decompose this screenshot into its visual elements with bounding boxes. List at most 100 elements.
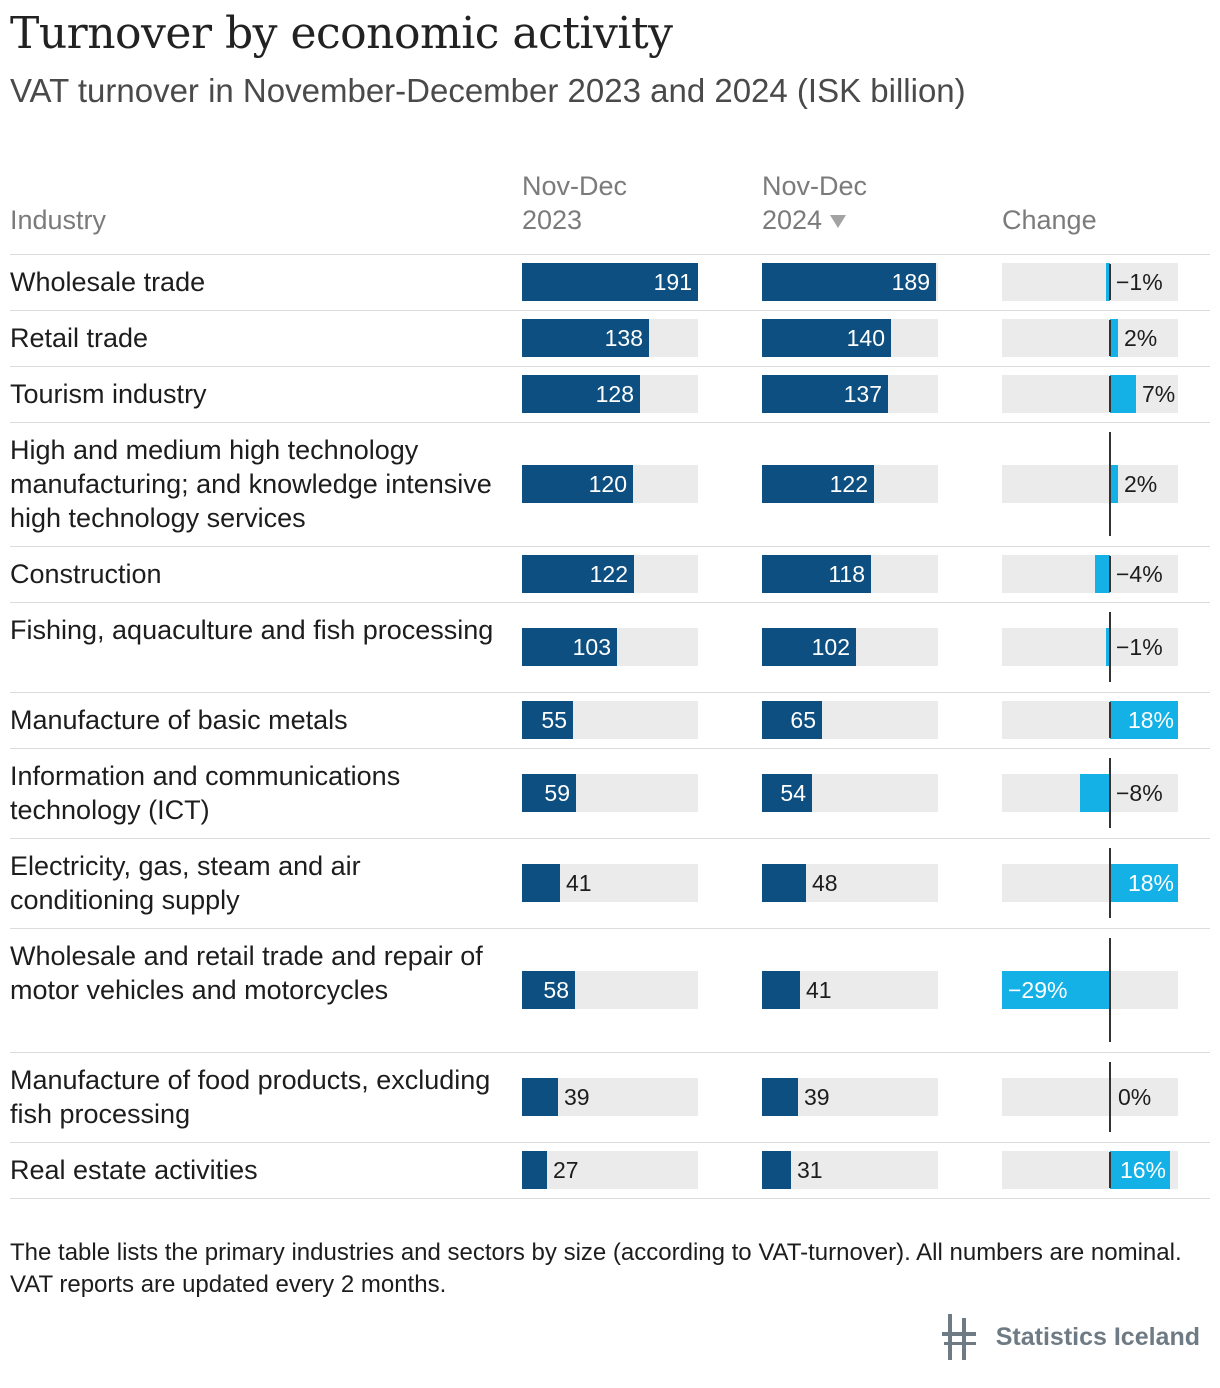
change-zero-axis bbox=[1109, 612, 1111, 682]
change-bar bbox=[1110, 1151, 1170, 1189]
change-track: −1% bbox=[1002, 263, 1178, 301]
column-header-industry: Industry bbox=[10, 205, 107, 235]
row-divider bbox=[10, 602, 1210, 603]
sort-descending-icon[interactable] bbox=[830, 215, 847, 229]
change-zero-axis bbox=[1109, 938, 1111, 1042]
industry-label: Information and communications technolog… bbox=[10, 761, 401, 825]
industry-label: Wholesale trade bbox=[10, 267, 206, 297]
chart-subtitle: VAT turnover in November-December 2023 a… bbox=[10, 72, 966, 109]
change-bar bbox=[1110, 319, 1118, 357]
change-track: −29% bbox=[1002, 971, 1178, 1009]
industry-label: Fishing, aquaculture and fish processing bbox=[10, 615, 494, 645]
bar-2024-value: 122 bbox=[829, 471, 868, 497]
bar-2024 bbox=[762, 1151, 791, 1189]
bar-2024-track: 102 bbox=[762, 628, 938, 666]
bar-2023 bbox=[522, 465, 633, 503]
row-divider bbox=[10, 546, 1210, 547]
bar-2024-track: 41 bbox=[762, 971, 938, 1009]
industry-label: Tourism industry bbox=[10, 379, 207, 409]
bar-2024 bbox=[762, 555, 871, 593]
bar-2023-value: 138 bbox=[604, 325, 643, 351]
bar-2023-track: 55 bbox=[522, 701, 698, 739]
change-bar bbox=[1106, 263, 1110, 301]
bar-2024 bbox=[762, 375, 888, 413]
row-divider bbox=[10, 254, 1210, 255]
bar-2023-value: 41 bbox=[566, 870, 592, 896]
bar-2024 bbox=[762, 1078, 798, 1116]
bar-2024-value: 189 bbox=[891, 269, 930, 295]
bar-2024-track: 39 bbox=[762, 1078, 938, 1116]
change-zero-axis bbox=[1109, 758, 1111, 828]
column-header-2023-line2: 2023 bbox=[522, 205, 583, 235]
change-zero-axis bbox=[1109, 264, 1111, 300]
industry-label: Electricity, gas, steam and air conditio… bbox=[10, 851, 361, 915]
bar-2024-value: 102 bbox=[811, 634, 850, 660]
bar-2024 bbox=[762, 971, 800, 1009]
industry-label: Construction bbox=[10, 559, 162, 589]
change-track: −1% bbox=[1002, 628, 1178, 666]
brand-name: Statistics Iceland bbox=[995, 1322, 1200, 1351]
bar-2023-track: 41 bbox=[522, 864, 698, 902]
change-value: 2% bbox=[1124, 471, 1158, 497]
change-track: 18% bbox=[1002, 701, 1178, 739]
change-zero-axis bbox=[1109, 432, 1111, 536]
change-track: 2% bbox=[1002, 319, 1178, 357]
bar-2023 bbox=[522, 971, 575, 1009]
bar-2023 bbox=[522, 1078, 558, 1116]
bar-2024 bbox=[762, 319, 891, 357]
bar-2024-value: 41 bbox=[806, 977, 832, 1003]
change-track: 0% bbox=[1002, 1078, 1178, 1116]
change-track: 2% bbox=[1002, 465, 1178, 503]
change-bar bbox=[1110, 864, 1178, 902]
change-value: 18% bbox=[1127, 870, 1174, 896]
row-divider bbox=[10, 1198, 1210, 1199]
bar-2024-value: 137 bbox=[843, 381, 882, 407]
bar-2024-track: 137 bbox=[762, 375, 938, 413]
industry-label: High and medium high technology manufact… bbox=[10, 435, 492, 533]
bar-2023-track: 59 bbox=[522, 774, 698, 812]
change-track: 7% bbox=[1002, 375, 1178, 413]
change-track: 18% bbox=[1002, 864, 1178, 902]
row-divider bbox=[10, 692, 1210, 693]
bar-2024-track: 118 bbox=[762, 555, 938, 593]
industry-label: Manufacture of food products, excluding … bbox=[10, 1065, 491, 1129]
change-track: −8% bbox=[1002, 774, 1178, 812]
bar-2023-value: 39 bbox=[564, 1084, 590, 1110]
change-value: 7% bbox=[1142, 381, 1176, 407]
bar-2023-value: 58 bbox=[543, 977, 569, 1003]
column-header-2023[interactable]: Nov-Dec 2023 bbox=[522, 169, 627, 237]
change-value: 2% bbox=[1124, 325, 1158, 351]
bar-2023 bbox=[522, 263, 698, 301]
change-zero-axis bbox=[1109, 320, 1111, 356]
bar-2024 bbox=[762, 465, 874, 503]
row-divider bbox=[10, 310, 1210, 311]
bar-2024 bbox=[762, 263, 936, 301]
bar-2024-track: 31 bbox=[762, 1151, 938, 1189]
change-zero-axis bbox=[1109, 848, 1111, 918]
bar-2024-value: 54 bbox=[780, 780, 806, 806]
change-value: 0% bbox=[1118, 1084, 1152, 1110]
bar-2024-value: 39 bbox=[804, 1084, 830, 1110]
change-value: 16% bbox=[1119, 1157, 1166, 1183]
bar-2024 bbox=[762, 628, 856, 666]
bar-2023-track: 58 bbox=[522, 971, 698, 1009]
bar-2024-value: 140 bbox=[846, 325, 885, 351]
bar-2023-track: 103 bbox=[522, 628, 698, 666]
bar-2023-value: 120 bbox=[588, 471, 627, 497]
change-zero-axis bbox=[1109, 1152, 1111, 1188]
column-header-2024[interactable]: Nov-Dec 2024 bbox=[762, 169, 867, 237]
change-value: 18% bbox=[1127, 707, 1174, 733]
change-bar bbox=[1110, 375, 1136, 413]
column-header-change[interactable]: Change bbox=[1002, 205, 1097, 235]
bar-2023-track: 128 bbox=[522, 375, 698, 413]
change-bar bbox=[1080, 774, 1110, 812]
brand[interactable]: Statistics Iceland bbox=[940, 1312, 1200, 1362]
bar-2023-value: 59 bbox=[544, 780, 570, 806]
bar-2023-track: 39 bbox=[522, 1078, 698, 1116]
change-zero-axis bbox=[1109, 556, 1111, 592]
row-divider bbox=[10, 928, 1210, 929]
statistics-iceland-logo-icon bbox=[941, 1314, 976, 1360]
bar-2023 bbox=[522, 555, 634, 593]
bar-2024 bbox=[762, 774, 812, 812]
bar-2023-track: 122 bbox=[522, 555, 698, 593]
